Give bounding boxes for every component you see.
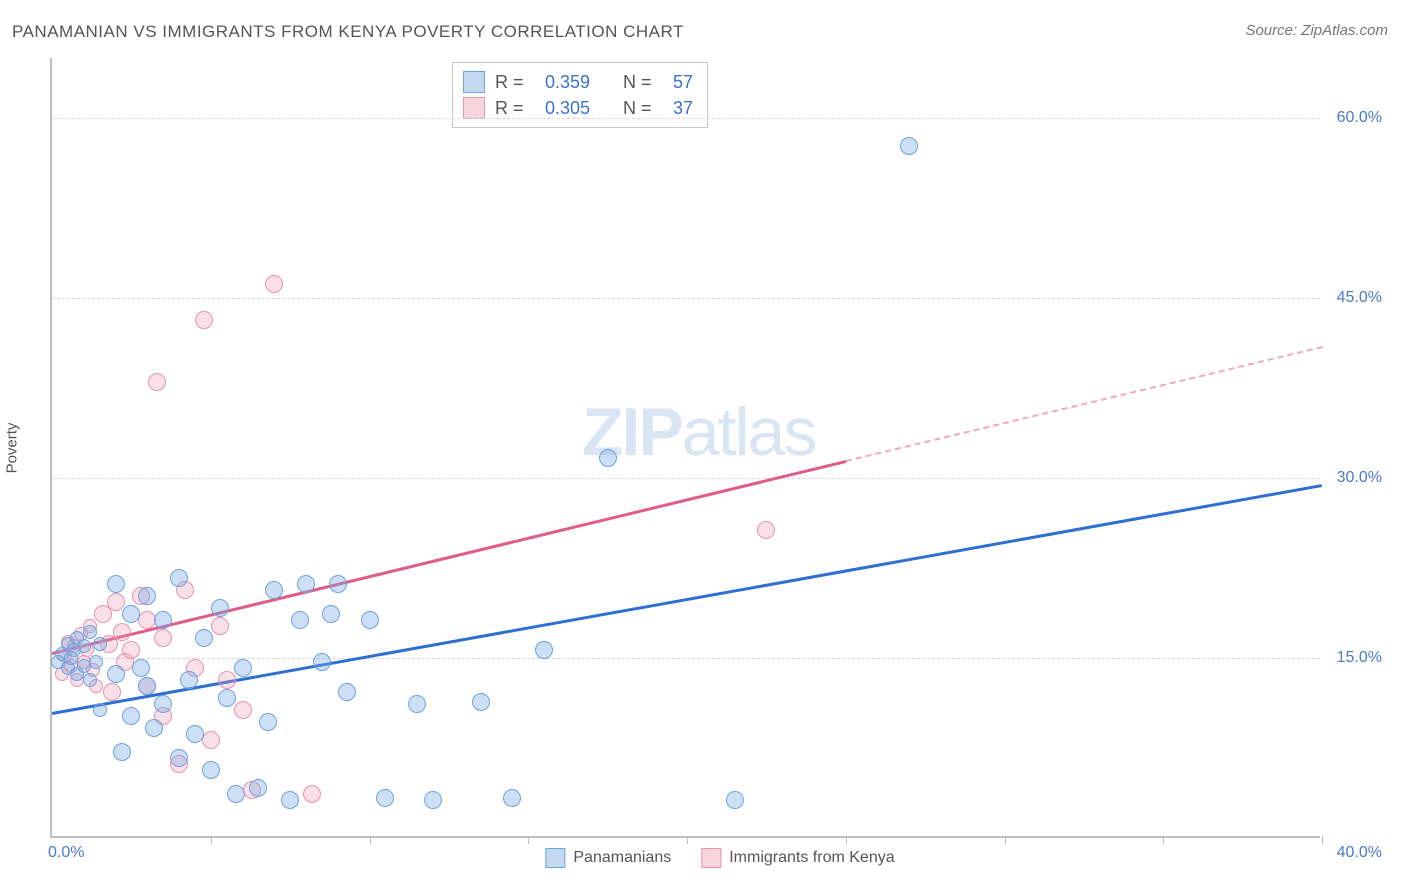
scatter-point [726,791,744,809]
swatch-pink-icon [701,848,721,868]
scatter-point [83,673,97,687]
x-tick [1163,836,1164,844]
scatter-point [138,587,156,605]
gridline [52,298,1320,299]
scatter-point [89,655,103,669]
plot-area: ZIPatlas R = 0.359 N = 57 R = 0.305 N = … [50,58,1320,838]
scatter-point [93,703,107,717]
scatter-point [93,637,107,651]
scatter-point [195,629,213,647]
scatter-point [180,671,198,689]
y-tick-label: 15.0% [1337,649,1382,667]
swatch-blue-icon [545,848,565,868]
scatter-point [218,689,236,707]
scatter-point [195,311,213,329]
scatter-point [122,605,140,623]
scatter-point [338,683,356,701]
chart-container: PANAMANIAN VS IMMIGRANTS FROM KENYA POVE… [0,0,1406,892]
chart-title: PANAMANIAN VS IMMIGRANTS FROM KENYA POVE… [12,22,684,42]
x-tick [846,836,847,844]
x-tick [370,836,371,844]
scatter-point [154,611,172,629]
scatter-point [170,569,188,587]
trend-line [52,460,846,654]
scatter-point [503,789,521,807]
scatter-point [408,695,426,713]
chart-area: Poverty ZIPatlas R = 0.359 N = 57 R = 0.… [50,58,1390,838]
scatter-point [259,713,277,731]
series-legend: Panamanians Immigrants from Kenya [545,848,894,868]
scatter-point [211,617,229,635]
scatter-point [138,677,156,695]
scatter-point [265,581,283,599]
swatch-pink-icon [463,97,485,119]
scatter-point [218,671,236,689]
scatter-point [122,641,140,659]
y-axis-label: Poverty [4,423,21,474]
y-tick-label: 30.0% [1337,469,1382,487]
scatter-point [145,719,163,737]
scatter-point [148,373,166,391]
scatter-point [329,575,347,593]
scatter-point [535,641,553,659]
scatter-point [132,659,150,677]
scatter-point [113,743,131,761]
scatter-point [303,785,321,803]
scatter-point [291,611,309,629]
legend-item-1: Panamanians [545,848,671,868]
x-tick [687,836,688,844]
watermark: ZIPatlas [582,393,815,471]
scatter-point [361,611,379,629]
x-origin-label: 0.0% [48,844,84,862]
scatter-point [107,665,125,683]
trend-line [846,346,1323,462]
legend-row-1: R = 0.359 N = 57 [463,69,693,95]
x-tick [528,836,529,844]
scatter-point [322,605,340,623]
scatter-point [297,575,315,593]
source-label: Source: ZipAtlas.com [1245,22,1388,39]
trend-line [52,484,1322,714]
scatter-point [83,625,97,639]
gridline [52,478,1320,479]
scatter-point [170,749,188,767]
y-tick-label: 45.0% [1337,289,1382,307]
gridline [52,118,1320,119]
scatter-point [186,725,204,743]
scatter-point [122,707,140,725]
legend-item-2: Immigrants from Kenya [701,848,894,868]
scatter-point [313,653,331,671]
scatter-point [281,791,299,809]
scatter-point [472,693,490,711]
scatter-point [234,701,252,719]
scatter-point [113,623,131,641]
x-max-label: 40.0% [1337,844,1382,862]
scatter-point [900,137,918,155]
scatter-point [202,731,220,749]
scatter-point [77,639,91,653]
x-tick [211,836,212,844]
scatter-point [265,275,283,293]
scatter-point [103,683,121,701]
scatter-point [211,599,229,617]
y-tick-label: 60.0% [1337,109,1382,127]
scatter-point [376,789,394,807]
swatch-blue-icon [463,71,485,93]
scatter-point [599,449,617,467]
scatter-point [424,791,442,809]
scatter-point [202,761,220,779]
scatter-point [154,695,172,713]
scatter-point [107,575,125,593]
scatter-point [234,659,252,677]
scatter-point [249,779,267,797]
x-tick [1322,836,1323,844]
x-tick [1005,836,1006,844]
scatter-point [227,785,245,803]
scatter-point [154,629,172,647]
scatter-point [757,521,775,539]
scatter-point [107,593,125,611]
